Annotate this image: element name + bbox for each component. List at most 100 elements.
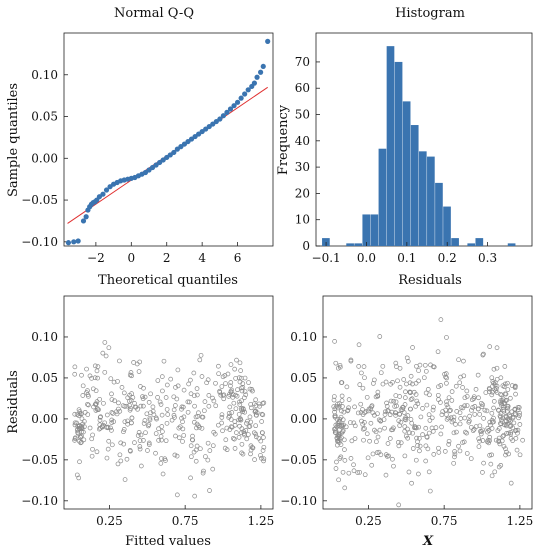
residuals-x-point <box>509 409 515 415</box>
residuals-x-point <box>514 447 520 453</box>
residuals-x-point <box>335 365 341 371</box>
residuals-fitted-point <box>232 422 238 428</box>
residuals-x-point <box>495 428 501 433</box>
histogram-bar <box>370 214 379 246</box>
residuals-x-point <box>405 359 411 364</box>
residuals-x-point <box>375 434 381 440</box>
residuals-x-point <box>356 342 362 348</box>
residuals-fitted-point <box>246 380 251 385</box>
residuals-x-point <box>449 389 455 394</box>
residuals-fitted-point <box>213 403 219 409</box>
residuals-x-y-tick-label: 0.10 <box>290 330 317 344</box>
residuals-x-point <box>389 409 395 415</box>
residuals-fitted-point <box>171 394 177 400</box>
residuals-fitted-point <box>171 412 177 418</box>
residuals-x-point <box>478 431 484 437</box>
residuals-x-point <box>504 408 510 414</box>
residuals-x-point <box>499 438 505 444</box>
residuals-fitted-point <box>242 389 248 394</box>
residuals-x-point <box>476 395 481 401</box>
residuals-fitted-point <box>98 425 103 431</box>
residuals-fitted-point <box>228 380 234 385</box>
residuals-x-point <box>513 383 518 389</box>
residuals-fitted-point <box>193 458 199 464</box>
residuals-fitted-point <box>210 466 216 472</box>
residuals-x-point <box>355 470 361 475</box>
residuals-x-point <box>336 477 341 483</box>
residuals-fitted-point <box>177 435 182 441</box>
residuals-x-point <box>454 409 460 414</box>
histogram-bar <box>354 243 363 246</box>
residuals-x-point <box>517 410 523 416</box>
residuals-x-point <box>387 436 393 441</box>
residuals-fitted-point <box>171 407 177 413</box>
residuals-fitted-point <box>172 415 177 420</box>
residuals-x-point <box>427 392 432 398</box>
residuals-fitted-point <box>77 426 82 431</box>
residuals-fitted-point <box>232 446 238 451</box>
residuals-x-point <box>491 419 496 425</box>
residuals-fitted-point <box>82 409 88 415</box>
residuals-fitted-point <box>245 418 250 424</box>
residuals-fitted-point <box>116 400 121 406</box>
residuals-fitted-point <box>217 389 223 395</box>
residuals-x-point <box>408 389 413 395</box>
residuals-x-point <box>452 449 457 454</box>
residuals-fitted-point <box>213 380 218 386</box>
residuals-fitted-point <box>148 410 153 416</box>
histogram-y-tick-label: 70 <box>295 55 310 69</box>
residuals-fitted-point <box>115 461 121 467</box>
residuals-x-point <box>358 401 364 407</box>
qq-y-tick-label: 0.05 <box>31 110 58 124</box>
residuals-x-point <box>437 400 443 405</box>
residuals-x-point <box>418 414 424 420</box>
residuals-fitted-point <box>239 385 244 391</box>
residuals-x-point <box>384 400 389 406</box>
residuals-fitted-point <box>87 373 93 379</box>
residuals-x-point <box>385 441 391 446</box>
residuals-x-point <box>494 365 500 371</box>
residuals-x-point <box>412 425 418 431</box>
residuals-x-point <box>486 386 492 391</box>
residuals-x-point <box>407 380 413 386</box>
residuals-fitted-point <box>223 381 228 386</box>
residuals-fitted-y-label: Residuals <box>6 370 21 434</box>
residuals-fitted-point <box>220 428 225 434</box>
residuals-fitted-point <box>147 417 153 423</box>
residuals-x-point <box>449 398 455 403</box>
residuals-x-point <box>503 419 509 424</box>
residuals-fitted-point <box>72 435 78 441</box>
residuals-fitted-point <box>205 377 211 383</box>
residuals-fitted-point <box>93 401 99 407</box>
residuals-x-point <box>397 394 403 399</box>
qq-y-ticks: −0.10 −0.05 0.00 0.05 0.10 <box>21 68 68 249</box>
residuals-x-point <box>335 401 340 407</box>
histogram-y-tick-label: 0 <box>302 239 310 253</box>
residuals-fitted-point <box>186 381 191 387</box>
residuals-x-point <box>502 364 508 369</box>
residuals-x-point <box>368 420 374 426</box>
residuals-x-x-label: X <box>422 534 434 549</box>
residuals-fitted-point <box>203 454 208 459</box>
residuals-x-point <box>451 460 457 466</box>
residuals-fitted-point <box>105 446 111 452</box>
residuals-fitted-point <box>157 399 163 405</box>
qq-point <box>220 113 227 119</box>
residuals-fitted-point <box>85 412 91 417</box>
residuals-x-point <box>339 408 344 414</box>
residuals-x-point <box>339 398 345 403</box>
qq-y-tick-label: −0.10 <box>21 235 58 249</box>
residuals-fitted-point <box>231 400 237 406</box>
residuals-x-point <box>346 470 352 476</box>
residuals-fitted-point <box>180 439 185 444</box>
residuals-x-point <box>504 403 510 409</box>
residuals-x-point <box>516 405 522 410</box>
residuals-x-point <box>383 409 388 415</box>
residuals-x-point <box>405 426 410 432</box>
residuals-x-point <box>420 406 425 411</box>
residuals-x-point <box>486 428 492 433</box>
residuals-fitted-point <box>239 441 245 447</box>
residuals-fitted-point <box>188 454 194 460</box>
residuals-fitted-point <box>161 358 167 364</box>
